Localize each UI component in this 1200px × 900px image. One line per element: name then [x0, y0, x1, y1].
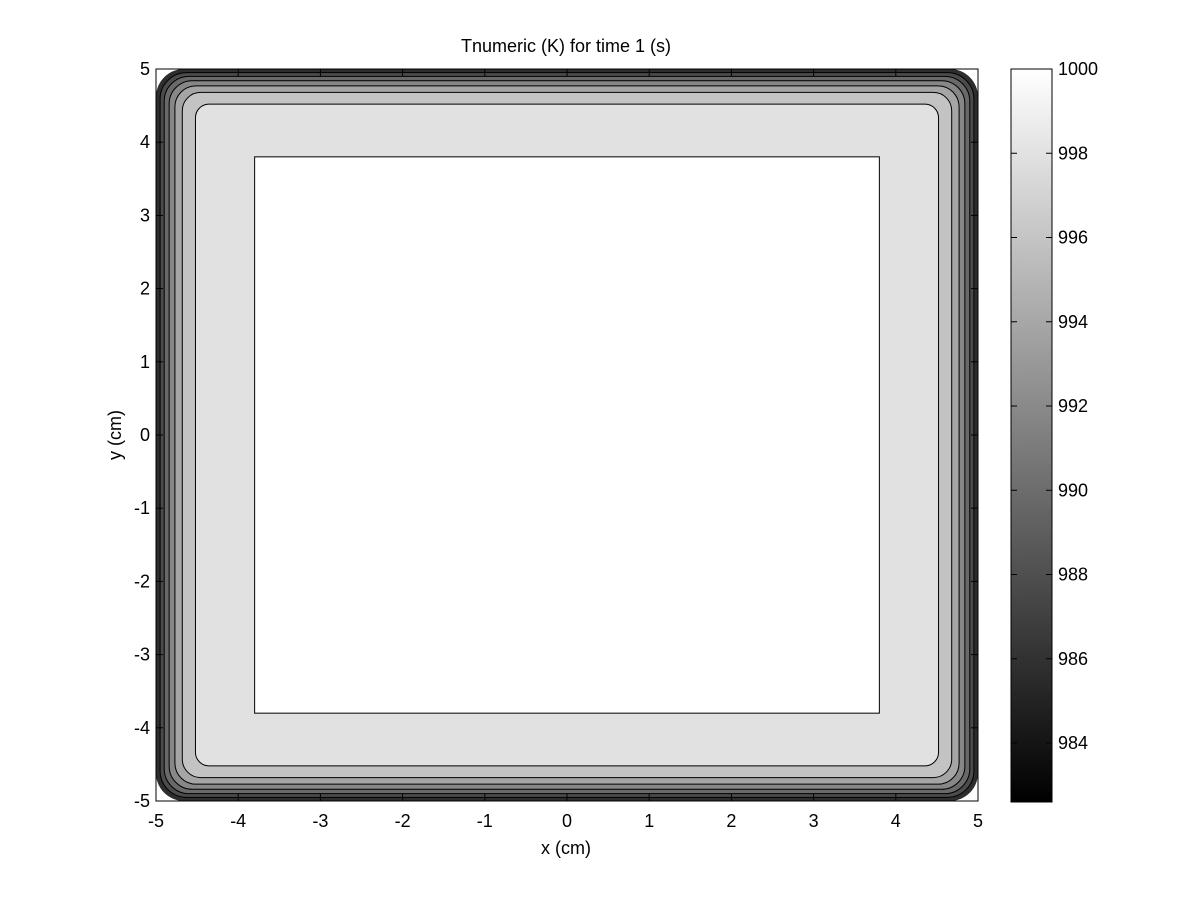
contour-plot-area — [155, 68, 979, 802]
y-tick-label: 3 — [140, 205, 150, 225]
x-axis: -5 -4 -3 -2 -1 0 1 2 3 4 5 — [148, 69, 983, 831]
y-tick-label: 1 — [140, 352, 150, 372]
colorbar-tick-label: 996 — [1058, 228, 1088, 248]
x-tick-label: -1 — [477, 811, 493, 831]
x-tick-label: -5 — [148, 811, 164, 831]
x-tick-label: 0 — [562, 811, 572, 831]
x-tick-label: -2 — [395, 811, 411, 831]
colorbar-tick-label: 986 — [1058, 649, 1088, 669]
x-tick-label: -4 — [230, 811, 246, 831]
colorbar-tick-label: 988 — [1058, 565, 1088, 585]
colorbar-gradient — [1010, 68, 1053, 803]
x-tick-label: 4 — [891, 811, 901, 831]
y-axis: 5 4 3 2 1 0 -1 -2 -3 -4 -5 — [134, 59, 978, 811]
colorbar-tick-label: 992 — [1058, 396, 1088, 416]
y-tick-label: -1 — [134, 498, 150, 518]
x-tick-label: 1 — [644, 811, 654, 831]
colorbar: 1000 998 996 994 992 990 988 986 984 — [1010, 59, 1098, 803]
chart-title: Tnumeric (K) for time 1 (s) — [461, 36, 671, 56]
x-tick-label: 5 — [973, 811, 983, 831]
x-tick-label: 2 — [726, 811, 736, 831]
x-tick-label: 3 — [809, 811, 819, 831]
x-tick-label: -3 — [312, 811, 328, 831]
colorbar-tick-label: 1000 — [1058, 59, 1098, 79]
y-tick-label: 4 — [140, 132, 150, 152]
colorbar-tick-label: 994 — [1058, 312, 1088, 332]
y-tick-label: -4 — [134, 718, 150, 738]
y-tick-label: -2 — [134, 571, 150, 591]
y-tick-label: 2 — [140, 279, 150, 299]
colorbar-tick-label: 990 — [1058, 480, 1088, 500]
y-axis-label: y (cm) — [105, 410, 125, 460]
y-tick-label: -3 — [134, 645, 150, 665]
y-tick-label: 0 — [140, 425, 150, 445]
y-tick-label: 5 — [140, 59, 150, 79]
x-axis-label: x (cm) — [541, 838, 591, 858]
colorbar-tick-label: 998 — [1058, 143, 1088, 163]
colorbar-ticks: 1000 998 996 994 992 990 988 986 984 — [1011, 59, 1098, 753]
colorbar-tick-label: 984 — [1058, 733, 1088, 753]
y-tick-label: -5 — [134, 791, 150, 811]
contour-band — [254, 156, 880, 714]
